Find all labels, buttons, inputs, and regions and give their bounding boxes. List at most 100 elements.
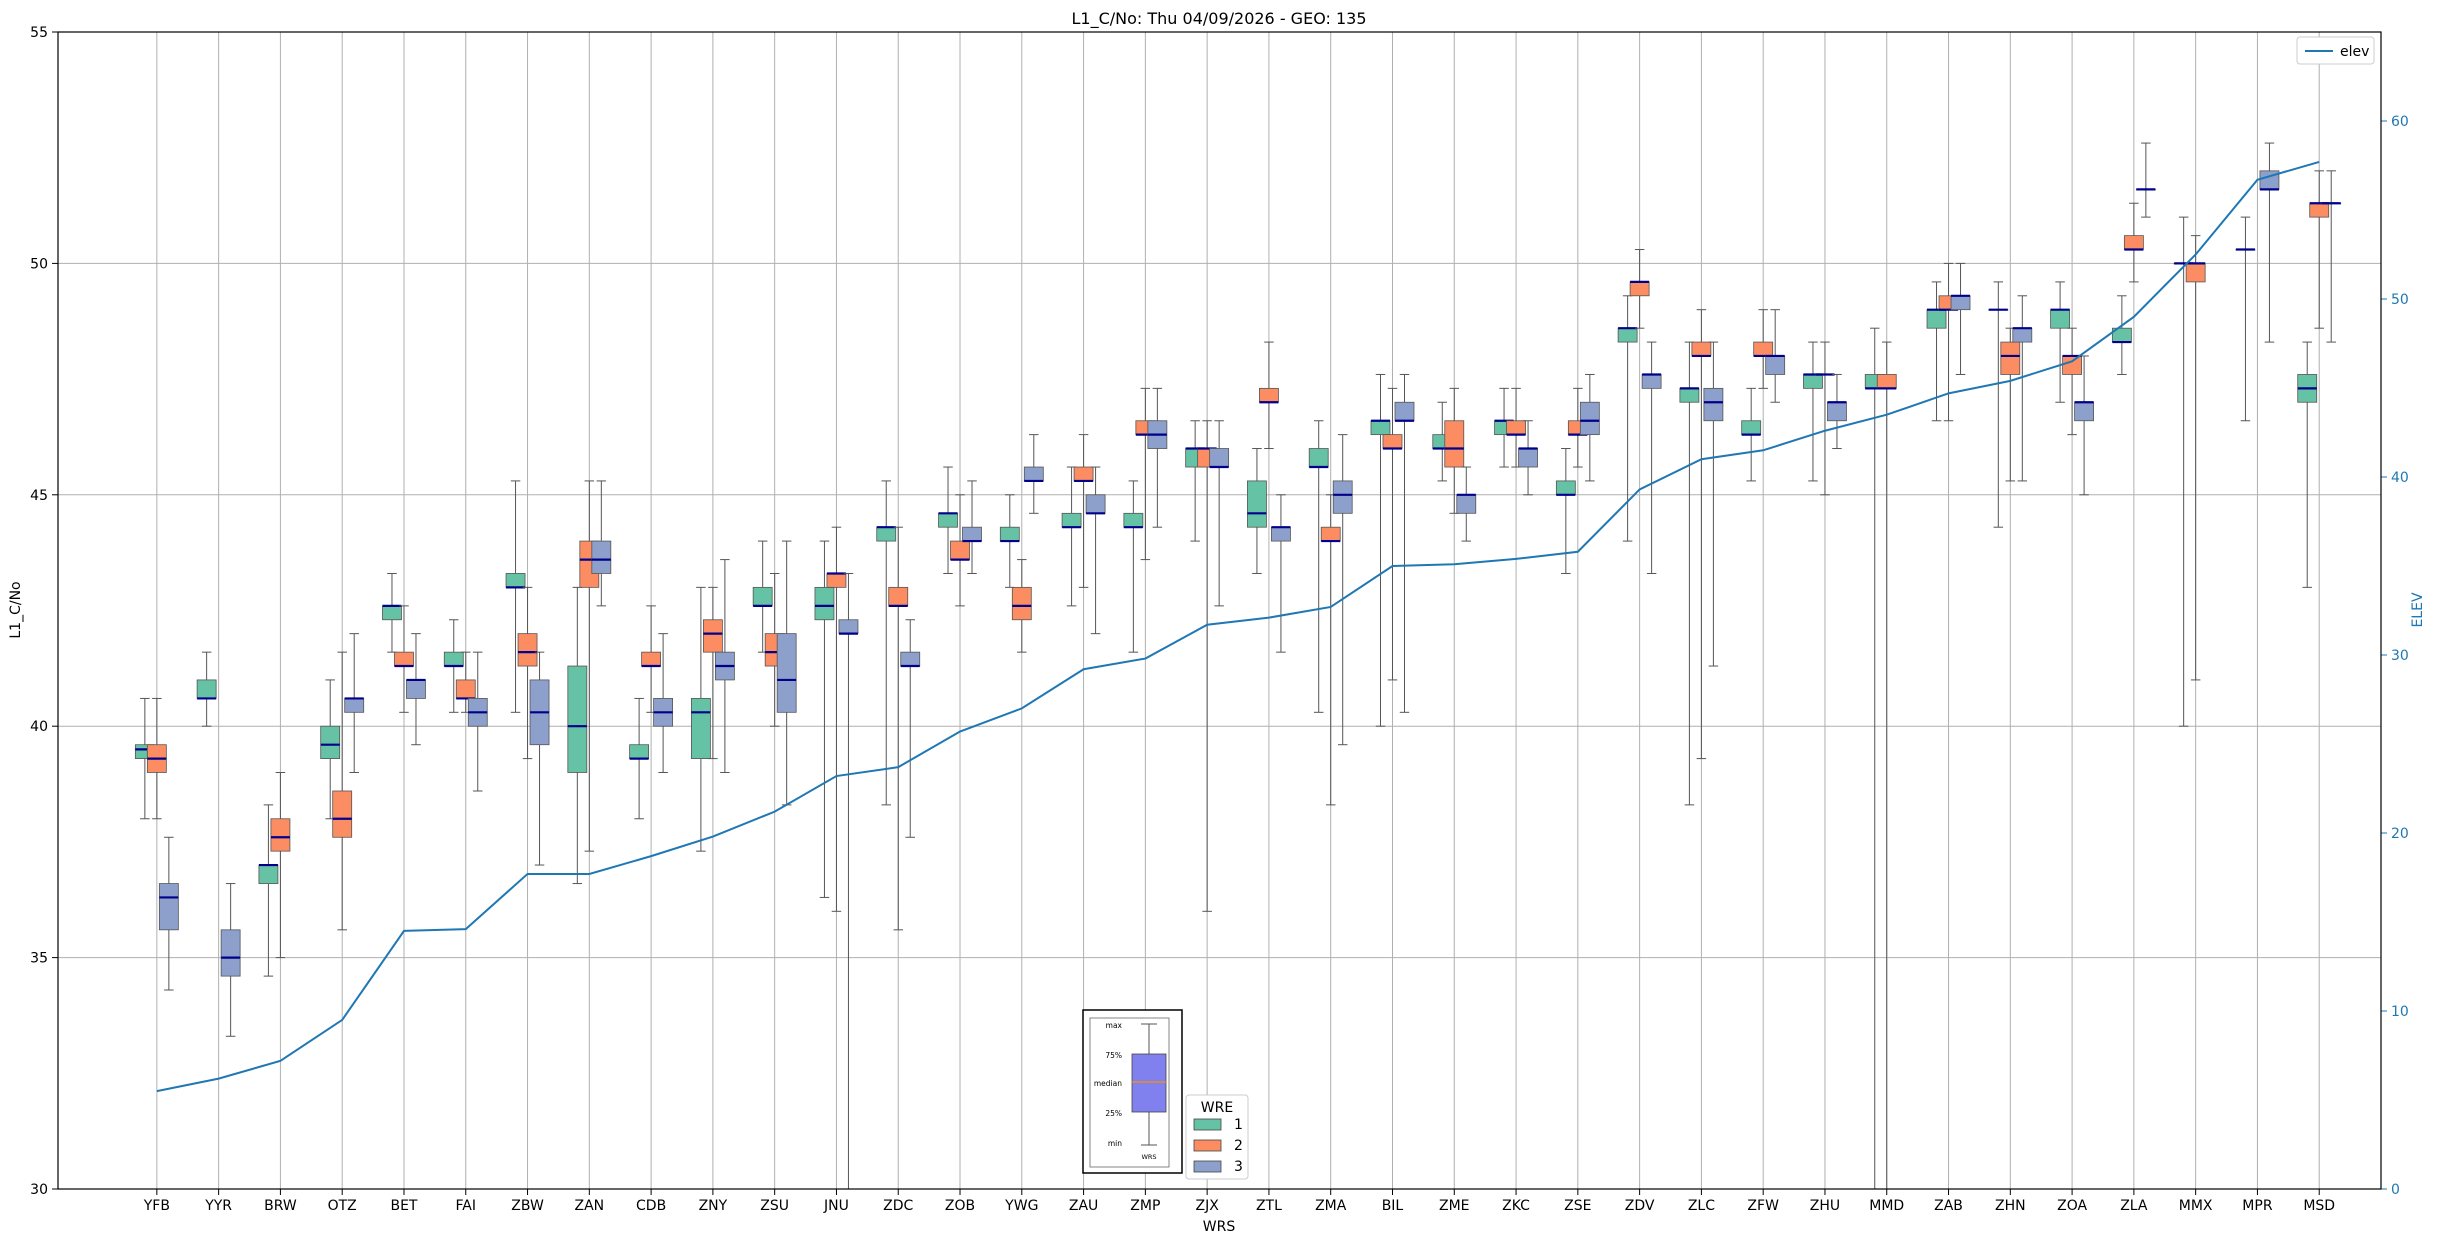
box-iqr — [1123, 512, 1144, 528]
y-tick-label: 55 — [30, 25, 48, 41]
box-iqr — [1518, 448, 1538, 468]
box-iqr — [1011, 586, 1032, 621]
x-tick-label: ZDV — [1625, 1198, 1655, 1214]
box-zob-wre2 — [950, 494, 970, 607]
box-iqr — [702, 619, 723, 653]
box-msd-wre3 — [2321, 170, 2342, 343]
wre-legend-label-2: 2 — [1234, 1138, 1243, 1154]
x-tick-label: ZJX — [1195, 1198, 1219, 1214]
box-bet-wre2 — [394, 605, 414, 713]
box-zau-wre2 — [1073, 434, 1094, 588]
y2-axis-label: ELEV — [2410, 592, 2426, 627]
y2-tick-label: 50 — [2391, 292, 2409, 308]
x-tick-label: ZAU — [1069, 1198, 1098, 1214]
box-iqr — [690, 698, 711, 759]
box-iqr — [1579, 401, 1600, 436]
box-iqr — [270, 818, 291, 852]
box-jnu-wre3 — [838, 572, 859, 1189]
box-iqr — [1691, 341, 1712, 357]
y2-tick-label: 30 — [2391, 648, 2409, 664]
wre-legend-label-3: 3 — [1234, 1159, 1243, 1175]
box-cdb-wre3 — [653, 633, 674, 773]
box-zhn-wre2 — [2000, 327, 2021, 482]
box-mmx-wre2 — [2185, 235, 2206, 681]
box-iqr — [1641, 374, 1662, 389]
key-label-75: 75% — [1105, 1051, 1122, 1060]
wre-legend-title: WRE — [1201, 1100, 1233, 1116]
box-zhu-wre2 — [1815, 341, 1835, 496]
wre-legend-swatch-1 — [1193, 1118, 1222, 1131]
box-jnu-wre1 — [814, 540, 835, 898]
box-iqr — [382, 605, 402, 621]
box-iqr — [776, 633, 797, 713]
box-iqr — [1926, 309, 1947, 329]
x-tick-label: YFB — [143, 1198, 170, 1214]
box-zkc-wre3 — [1518, 420, 1538, 496]
box-zsu-wre3 — [776, 540, 797, 806]
x-tick-label: MMX — [2179, 1198, 2213, 1214]
box-brw-wre1 — [258, 804, 279, 977]
box-iqr — [2309, 202, 2330, 218]
box-iqr — [1629, 281, 1650, 297]
box-bil-wre2 — [1382, 387, 1403, 681]
x-tick-label: ZOA — [2057, 1198, 2087, 1214]
box-zla-wre2 — [2123, 202, 2144, 283]
box-iqr — [1506, 420, 1526, 436]
box-iqr — [1073, 466, 1094, 482]
box-iqr — [888, 586, 909, 607]
box-zdc-wre1 — [876, 480, 897, 806]
box-iqr — [2012, 327, 2033, 343]
box-zfw-wre3 — [1765, 309, 1786, 403]
box-iqr — [1271, 526, 1291, 542]
box-iqr — [838, 619, 859, 635]
box-iqr — [394, 651, 414, 667]
box-iqr — [1876, 374, 1897, 389]
x-tick-label: ZLA — [2120, 1198, 2148, 1214]
box-bil-wre3 — [1394, 373, 1415, 713]
box-fai-wre2 — [455, 651, 476, 713]
box-iqr — [591, 540, 612, 574]
box-zan-wre2 — [579, 480, 600, 852]
wre-legend-label-1: 1 — [1234, 1117, 1243, 1133]
box-iqr — [999, 526, 1020, 542]
box-zdv-wre1 — [1617, 295, 1638, 542]
box-iqr — [962, 526, 982, 542]
box-iqr — [1308, 448, 1329, 468]
box-zob-wre1 — [938, 466, 958, 574]
y2-tick-label: 0 — [2391, 1182, 2400, 1198]
x-tick-label: ZAB — [1934, 1198, 1963, 1214]
x-tick-label: BIL — [1382, 1198, 1404, 1214]
box-iqr — [1370, 420, 1391, 436]
x-tick-label: MPR — [2242, 1198, 2273, 1214]
box-iqr — [258, 864, 279, 884]
box-iqr — [1765, 355, 1786, 375]
x-tick-label: YYR — [204, 1198, 232, 1214]
y-tick-label: 30 — [30, 1182, 48, 1198]
box-iqr — [938, 512, 958, 528]
box-zmp-wre3 — [1147, 387, 1168, 528]
box-ztl-wre2 — [1259, 341, 1279, 450]
box-ztl-wre1 — [1247, 448, 1267, 574]
key-label-median: median — [1094, 1079, 1122, 1088]
box-fai-wre3 — [467, 651, 488, 792]
boxplot-key-inset: max 75% median 25% min WRS — [1082, 1009, 1183, 1174]
box-zau-wre3 — [1085, 466, 1106, 635]
box-iqr — [1382, 434, 1403, 449]
box-iqr — [1950, 295, 1971, 311]
box-iqr — [220, 929, 241, 977]
box-iqr — [1741, 420, 1762, 436]
box-cdb-wre2 — [641, 605, 662, 713]
box-zlc-wre3 — [1703, 341, 1724, 667]
box-yfb-wre2 — [146, 697, 167, 820]
x-tick-label: ZLC — [1688, 1198, 1715, 1214]
box-iqr — [876, 526, 897, 542]
box-iqr — [1394, 401, 1415, 422]
box-iqr — [332, 790, 353, 838]
box-msd-wre1 — [2297, 341, 2318, 588]
box-iqr — [2050, 309, 2070, 329]
y-tick-label: 35 — [30, 951, 48, 967]
box-bil-wre1 — [1370, 373, 1391, 727]
x-tick-label: ZME — [1439, 1198, 1470, 1214]
box-iqr — [826, 573, 847, 588]
